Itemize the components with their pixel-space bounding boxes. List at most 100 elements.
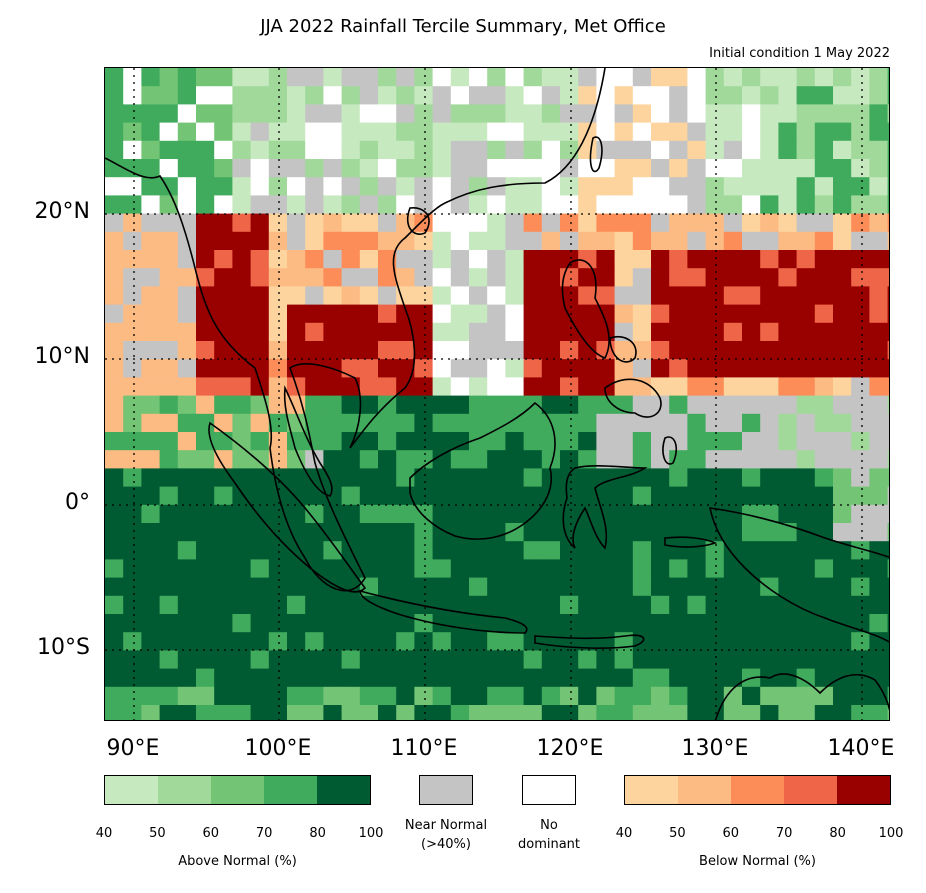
colorbar-segment [317, 776, 370, 804]
tercile-grid-cell [432, 159, 452, 178]
tercile-grid-cell [632, 395, 652, 415]
tercile-grid-cell [432, 650, 452, 670]
tercile-grid-cell [669, 413, 688, 433]
tercile-grid-cell [833, 122, 852, 142]
tercile-grid-cell [305, 468, 324, 488]
tercile-grid-cell [287, 250, 306, 269]
tercile-grid-cell [887, 268, 889, 287]
tercile-grid-cell [214, 413, 233, 433]
tercile-grid-cell [651, 632, 670, 651]
tercile-grid-cell [760, 86, 779, 105]
tercile-grid-cell [578, 395, 597, 415]
tercile-grid-cell [141, 159, 161, 178]
tercile-grid-cell [159, 705, 179, 720]
tercile-grid-cell [723, 377, 743, 397]
tercile-grid-cell [123, 541, 142, 560]
tercile-grid-cell [505, 559, 525, 579]
tercile-grid-cell [487, 68, 506, 87]
tercile-grid-cell [723, 486, 743, 506]
tercile-grid-cell [268, 595, 288, 615]
tercile-grid-cell [141, 450, 161, 469]
tercile-grid-cell [323, 468, 343, 488]
tercile-grid-cell [268, 86, 288, 105]
tercile-grid-cell [123, 523, 142, 542]
tercile-grid-cell [450, 104, 470, 124]
tercile-grid-cell [523, 68, 543, 87]
tercile-grid-cell [177, 595, 197, 615]
tercile-grid-cell [632, 250, 652, 269]
tercile-grid-cell [159, 523, 179, 542]
tercile-grid-cell [359, 450, 379, 469]
tercile-grid-cell [359, 595, 379, 615]
tercile-grid-cell [742, 195, 761, 215]
tercile-grid-cell [614, 304, 634, 324]
tercile-grid-cell [796, 450, 816, 469]
tercile-grid-cell [723, 213, 743, 233]
tercile-grid-cell [359, 250, 379, 269]
tercile-grid-cell [523, 650, 543, 670]
tercile-grid-cell [141, 104, 161, 124]
tercile-grid-cell [105, 650, 124, 670]
tercile-grid-cell [469, 541, 488, 560]
tercile-grid-cell [614, 705, 634, 720]
tercile-grid-cell [760, 377, 779, 397]
tercile-grid-cell [305, 213, 324, 233]
tercile-grid-cell [196, 104, 215, 124]
tercile-grid-cell [250, 541, 270, 560]
tercile-grid-cell [414, 68, 434, 87]
tercile-grid-cell [705, 322, 725, 342]
tercile-grid-cell [887, 341, 889, 360]
tercile-grid-cell [305, 377, 324, 397]
tercile-grid-cell [814, 195, 834, 215]
tercile-grid-cell [796, 468, 816, 488]
tercile-grid-cell [814, 86, 834, 105]
tercile-grid-cell [505, 304, 525, 324]
tercile-grid-cell [778, 395, 798, 415]
tercile-grid-cell [687, 377, 707, 397]
tercile-grid-cell [214, 68, 233, 87]
tercile-grid-cell [505, 177, 525, 196]
tercile-grid-cell [378, 668, 397, 688]
tercile-grid-cell [669, 268, 688, 287]
tercile-grid-cell [814, 541, 834, 560]
tercile-grid-cell [796, 341, 816, 360]
tercile-grid-cell [305, 195, 324, 215]
tercile-grid-cell [414, 541, 434, 560]
tercile-grid-cell [814, 614, 834, 633]
tercile-grid-cell [359, 559, 379, 579]
tercile-grid-cell [760, 268, 779, 287]
tercile-grid-cell [450, 705, 470, 720]
tercile-grid-cell [487, 559, 506, 579]
tercile-grid-cell [414, 250, 434, 269]
tercile-grid-cell [359, 86, 379, 105]
tercile-grid-cell [651, 377, 670, 397]
tercile-grid-cell [814, 286, 834, 306]
tercile-grid-cell [341, 595, 361, 615]
tercile-grid-cell [669, 705, 688, 720]
tercile-grid-cell [341, 341, 361, 360]
tercile-grid-cell [651, 286, 670, 306]
tercile-grid-cell [796, 322, 816, 342]
tercile-grid-cell [414, 432, 434, 451]
tercile-grid-cell [141, 632, 161, 651]
tercile-grid-cell [432, 377, 452, 397]
tercile-grid-cell [505, 668, 525, 688]
tercile-grid-cell [214, 614, 233, 633]
tercile-grid-cell [778, 377, 798, 397]
tercile-grid-cell [396, 268, 415, 287]
tercile-grid-cell [159, 614, 179, 633]
tercile-grid-cell [651, 250, 670, 269]
tercile-grid-cell [378, 559, 397, 579]
tercile-grid-cell [614, 614, 634, 633]
tercile-grid-cell [505, 632, 525, 651]
tercile-grid-cell [177, 614, 197, 633]
tercile-grid-cell [378, 122, 397, 142]
tercile-grid-cell [359, 377, 379, 397]
tercile-grid-cell [778, 68, 798, 87]
map-canvas [105, 68, 889, 720]
tercile-grid-cell [869, 122, 889, 142]
tercile-grid-cell [196, 159, 215, 178]
tercile-grid-cell [632, 122, 652, 142]
tercile-grid-cell [778, 159, 798, 178]
tercile-grid-cell [196, 577, 215, 597]
